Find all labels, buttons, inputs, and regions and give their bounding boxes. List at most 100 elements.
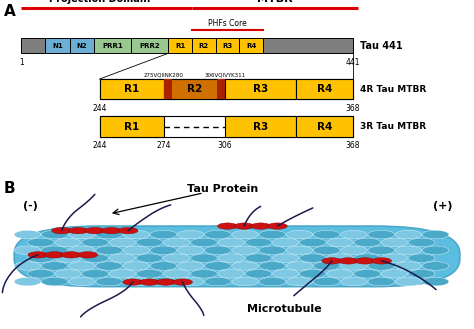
- Circle shape: [52, 227, 72, 234]
- Circle shape: [273, 238, 299, 247]
- Circle shape: [150, 262, 177, 270]
- Circle shape: [381, 254, 408, 262]
- Circle shape: [109, 269, 136, 278]
- Circle shape: [164, 238, 190, 247]
- Circle shape: [422, 262, 449, 270]
- Text: Projection Domain: Projection Domain: [49, 0, 150, 5]
- FancyBboxPatch shape: [94, 38, 131, 53]
- FancyBboxPatch shape: [164, 79, 172, 99]
- Circle shape: [322, 258, 342, 264]
- Circle shape: [273, 269, 299, 278]
- Circle shape: [82, 254, 109, 262]
- Circle shape: [27, 238, 54, 247]
- Circle shape: [354, 269, 381, 278]
- Circle shape: [41, 246, 68, 255]
- Circle shape: [164, 269, 190, 278]
- Circle shape: [395, 262, 422, 270]
- Circle shape: [55, 238, 81, 247]
- FancyBboxPatch shape: [239, 38, 263, 53]
- Circle shape: [109, 254, 136, 262]
- Text: Tau Protein: Tau Protein: [187, 185, 258, 194]
- Circle shape: [409, 269, 435, 278]
- Circle shape: [123, 262, 150, 270]
- Circle shape: [177, 262, 204, 270]
- Text: R3: R3: [253, 122, 268, 132]
- Circle shape: [341, 246, 367, 255]
- Text: 368: 368: [346, 141, 360, 150]
- Text: R2: R2: [187, 84, 202, 94]
- FancyBboxPatch shape: [21, 38, 45, 53]
- Text: 306VQIVYK311: 306VQIVYK311: [205, 72, 246, 77]
- Circle shape: [422, 277, 449, 286]
- Circle shape: [218, 254, 245, 262]
- Circle shape: [341, 262, 367, 270]
- Text: R4: R4: [317, 84, 332, 94]
- Circle shape: [338, 258, 358, 264]
- Circle shape: [381, 238, 408, 247]
- Circle shape: [123, 279, 143, 285]
- Circle shape: [191, 269, 217, 278]
- Circle shape: [150, 246, 177, 255]
- Text: 1: 1: [19, 58, 24, 67]
- FancyBboxPatch shape: [100, 79, 164, 99]
- Circle shape: [96, 246, 122, 255]
- FancyBboxPatch shape: [100, 116, 353, 137]
- Circle shape: [327, 254, 353, 262]
- Circle shape: [245, 254, 272, 262]
- Circle shape: [96, 277, 122, 286]
- Text: PRR1: PRR1: [102, 43, 123, 49]
- Circle shape: [14, 246, 41, 255]
- Circle shape: [82, 269, 109, 278]
- Circle shape: [313, 230, 340, 239]
- FancyBboxPatch shape: [216, 38, 239, 53]
- Circle shape: [218, 238, 245, 247]
- Text: 3R Tau MTBR: 3R Tau MTBR: [360, 122, 427, 131]
- Circle shape: [123, 246, 150, 255]
- Circle shape: [259, 277, 286, 286]
- Circle shape: [82, 238, 109, 247]
- Circle shape: [45, 252, 64, 258]
- Circle shape: [69, 277, 95, 286]
- Circle shape: [96, 262, 122, 270]
- Circle shape: [273, 254, 299, 262]
- Circle shape: [69, 262, 95, 270]
- Circle shape: [96, 230, 122, 239]
- Circle shape: [259, 262, 286, 270]
- Circle shape: [177, 230, 204, 239]
- Circle shape: [300, 269, 326, 278]
- Circle shape: [28, 252, 48, 258]
- Circle shape: [177, 246, 204, 255]
- FancyBboxPatch shape: [225, 79, 296, 99]
- Circle shape: [41, 230, 68, 239]
- Circle shape: [14, 277, 41, 286]
- Text: Microtubule: Microtubule: [247, 304, 322, 314]
- Text: R4: R4: [317, 122, 332, 132]
- Circle shape: [251, 223, 271, 229]
- FancyBboxPatch shape: [263, 38, 353, 53]
- Text: 368: 368: [346, 104, 360, 113]
- Text: (-): (-): [23, 201, 38, 212]
- Circle shape: [422, 230, 449, 239]
- Circle shape: [27, 269, 54, 278]
- Circle shape: [164, 254, 190, 262]
- Circle shape: [69, 246, 95, 255]
- Circle shape: [313, 262, 340, 270]
- Circle shape: [41, 262, 68, 270]
- Circle shape: [137, 269, 163, 278]
- FancyBboxPatch shape: [217, 79, 225, 99]
- FancyBboxPatch shape: [14, 226, 460, 287]
- Text: 275VQIINK280: 275VQIINK280: [144, 72, 183, 77]
- Circle shape: [173, 279, 192, 285]
- Text: R1: R1: [175, 43, 185, 49]
- Circle shape: [205, 262, 231, 270]
- Circle shape: [205, 246, 231, 255]
- Text: 274: 274: [156, 141, 171, 150]
- Circle shape: [368, 230, 394, 239]
- Circle shape: [422, 246, 449, 255]
- Circle shape: [368, 277, 394, 286]
- Circle shape: [259, 230, 286, 239]
- FancyBboxPatch shape: [192, 38, 216, 53]
- Circle shape: [137, 238, 163, 247]
- FancyBboxPatch shape: [225, 116, 296, 137]
- Text: 244: 244: [92, 141, 107, 150]
